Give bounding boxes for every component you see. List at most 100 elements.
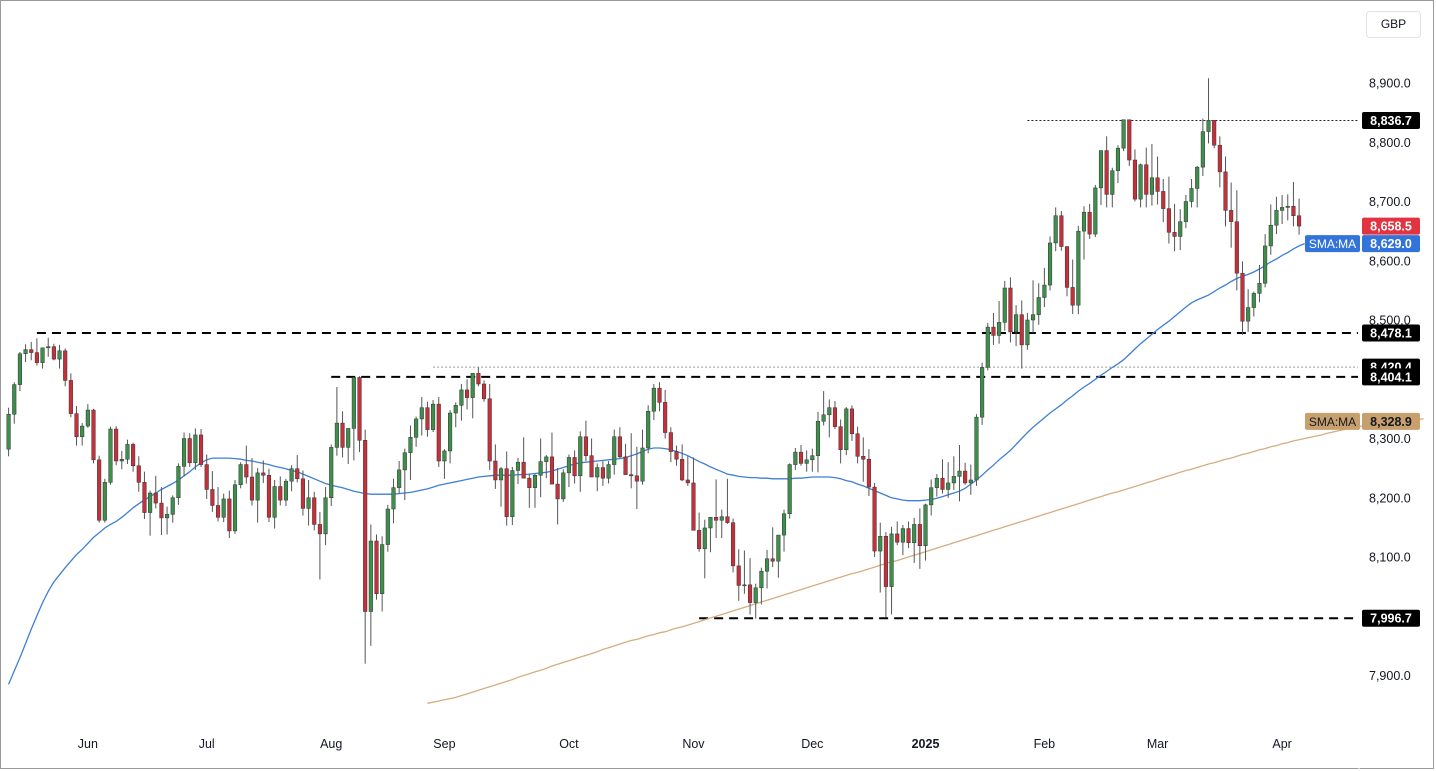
- candle[interactable]: [1206, 78, 1211, 144]
- candle[interactable]: [215, 487, 221, 522]
- candle[interactable]: [555, 468, 560, 525]
- candle[interactable]: [227, 490, 232, 539]
- candle[interactable]: [278, 476, 283, 506]
- candle[interactable]: [731, 518, 736, 573]
- candle[interactable]: [668, 427, 673, 463]
- candle[interactable]: [1229, 182, 1234, 248]
- candle[interactable]: [51, 343, 56, 361]
- candle[interactable]: [1240, 261, 1245, 335]
- candle[interactable]: [402, 448, 407, 501]
- candle[interactable]: [810, 448, 815, 472]
- candle[interactable]: [561, 469, 566, 502]
- candle[interactable]: [1285, 194, 1290, 221]
- candle[interactable]: [787, 463, 792, 519]
- candle[interactable]: [1161, 178, 1166, 223]
- candle[interactable]: [1274, 196, 1279, 235]
- candle[interactable]: [97, 455, 102, 523]
- candle[interactable]: [385, 504, 390, 552]
- candle[interactable]: [515, 458, 521, 485]
- candle[interactable]: [900, 525, 905, 556]
- candle[interactable]: [844, 407, 849, 456]
- candle[interactable]: [719, 509, 724, 539]
- candle[interactable]: [849, 405, 854, 441]
- candle[interactable]: [17, 351, 22, 392]
- candle[interactable]: [261, 460, 266, 483]
- candle[interactable]: [498, 466, 504, 507]
- candle[interactable]: [204, 454, 209, 499]
- candle[interactable]: [1246, 289, 1251, 332]
- candle[interactable]: [1251, 291, 1256, 317]
- candle[interactable]: [391, 478, 396, 524]
- candle[interactable]: [1138, 163, 1143, 208]
- candle[interactable]: [1070, 259, 1075, 315]
- candle[interactable]: [306, 479, 311, 526]
- candle[interactable]: [1019, 300, 1024, 369]
- candle[interactable]: [855, 426, 860, 464]
- candle[interactable]: [663, 389, 668, 439]
- candle[interactable]: [453, 402, 458, 428]
- candle[interactable]: [980, 362, 985, 425]
- candle[interactable]: [742, 550, 747, 594]
- level-price-badge[interactable]: 8,404.1: [1362, 368, 1420, 386]
- level-price-badge[interactable]: 8,478.1: [1362, 324, 1420, 342]
- candle[interactable]: [617, 427, 622, 459]
- candle[interactable]: [991, 312, 996, 345]
- candle[interactable]: [442, 449, 447, 479]
- candle[interactable]: [629, 433, 634, 489]
- candle[interactable]: [1110, 167, 1115, 208]
- candle[interactable]: [1008, 277, 1013, 343]
- candle[interactable]: [708, 517, 713, 553]
- sma-fast-badge-tag[interactable]: SMA:MA: [1305, 235, 1360, 253]
- candle[interactable]: [6, 407, 11, 457]
- candle[interactable]: [1172, 203, 1177, 252]
- candle[interactable]: [1189, 178, 1194, 208]
- candle[interactable]: [595, 463, 600, 492]
- candle[interactable]: [448, 410, 453, 464]
- candle[interactable]: [878, 522, 883, 593]
- candle[interactable]: [883, 532, 888, 618]
- candle[interactable]: [334, 386, 339, 456]
- candle[interactable]: [193, 428, 198, 470]
- candle[interactable]: [238, 462, 243, 489]
- candle[interactable]: [651, 383, 656, 421]
- candle[interactable]: [906, 521, 911, 549]
- candle[interactable]: [142, 471, 147, 520]
- candle[interactable]: [974, 414, 979, 486]
- candle[interactable]: [527, 474, 532, 508]
- candle[interactable]: [929, 479, 934, 516]
- candle[interactable]: [1104, 136, 1109, 208]
- candle[interactable]: [329, 444, 334, 507]
- candle[interactable]: [1297, 198, 1302, 235]
- candle[interactable]: [182, 432, 187, 477]
- candle[interactable]: [431, 399, 436, 432]
- candle[interactable]: [640, 429, 645, 485]
- candle[interactable]: [753, 583, 758, 619]
- candle[interactable]: [606, 461, 611, 484]
- candle[interactable]: [1053, 207, 1058, 252]
- candle[interactable]: [131, 442, 136, 472]
- candle[interactable]: [232, 479, 238, 534]
- candle[interactable]: [380, 536, 385, 612]
- candle[interactable]: [1081, 206, 1087, 260]
- candle[interactable]: [912, 517, 917, 563]
- candle[interactable]: [697, 512, 702, 552]
- candle[interactable]: [323, 487, 328, 546]
- candle[interactable]: [578, 431, 583, 492]
- candle[interactable]: [1025, 312, 1030, 350]
- candle[interactable]: [125, 439, 130, 464]
- candle[interactable]: [759, 567, 764, 605]
- candle[interactable]: [646, 405, 651, 454]
- candle[interactable]: [159, 487, 164, 536]
- candle[interactable]: [1076, 225, 1081, 315]
- candle[interactable]: [770, 527, 775, 568]
- candle[interactable]: [29, 341, 34, 361]
- candle[interactable]: [1115, 145, 1121, 184]
- sma-fast-line[interactable]: [8, 242, 1305, 685]
- candle[interactable]: [1098, 150, 1104, 206]
- candle[interactable]: [963, 462, 968, 485]
- candle[interactable]: [725, 478, 730, 524]
- candle[interactable]: [465, 379, 470, 410]
- candle[interactable]: [1212, 120, 1217, 149]
- candle[interactable]: [1291, 181, 1296, 227]
